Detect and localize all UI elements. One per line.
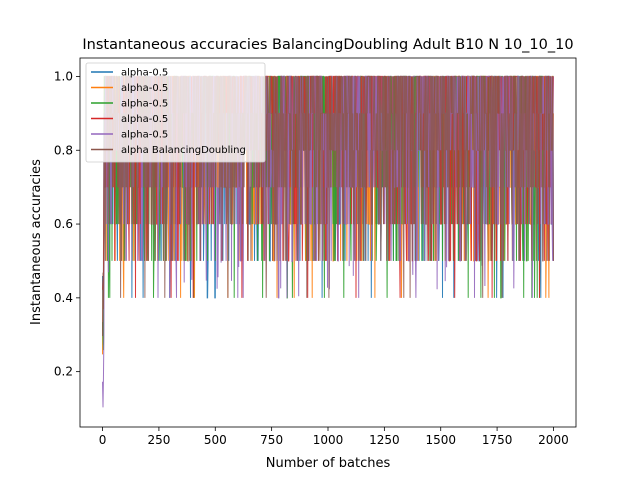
x-tick-label: 1500 [425, 433, 456, 447]
x-tick-label: 1000 [313, 433, 344, 447]
legend-entry: alpha-0.5 [121, 83, 168, 94]
y-axis-label: Instantaneous accuracies [29, 159, 44, 325]
x-tick-label: 500 [204, 433, 227, 447]
y-tick-label: 0.4 [54, 291, 73, 305]
legend-entry: alpha-0.5 [121, 114, 168, 125]
legend-entry: alpha BalancingDoubling [121, 145, 246, 156]
y-axis: 0.2 0.4 0.6 0.8 1.0 [54, 69, 80, 379]
x-tick-label: 750 [260, 433, 283, 447]
legend-box [85, 62, 266, 163]
x-axis-label: Number of batches [266, 456, 391, 471]
x-axis: 0 250 500 750 1000 1250 1500 1750 2000 [99, 427, 569, 447]
legend-entry: alpha-0.5 [121, 130, 168, 141]
y-tick-label: 0.8 [54, 143, 73, 157]
legend: alpha-0.5 alpha-0.5 alpha-0.5 alpha-0.5 alph… [85, 62, 266, 163]
y-tick-label: 0.2 [54, 365, 73, 379]
legend-entry: alpha-0.5 [121, 99, 168, 110]
x-tick-label: 1250 [369, 433, 400, 447]
x-tick-label: 0 [99, 433, 107, 447]
chart-title: Instantaneous accuracies BalancingDoubli… [82, 37, 573, 53]
legend-entry: alpha-0.5 [121, 68, 168, 79]
y-tick-label: 0.6 [54, 217, 73, 231]
x-tick-label: 250 [147, 433, 170, 447]
x-tick-label: 2000 [538, 433, 569, 447]
x-tick-label: 1750 [482, 433, 513, 447]
y-tick-label: 1.0 [54, 69, 73, 83]
